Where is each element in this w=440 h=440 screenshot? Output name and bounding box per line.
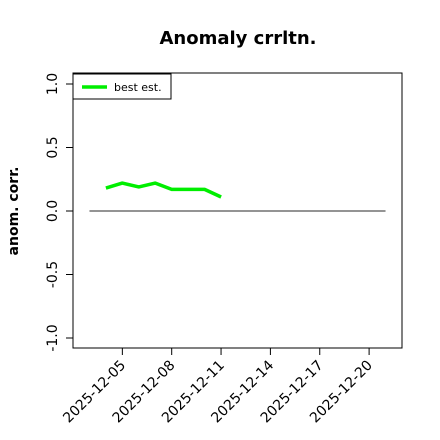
chart-title: Anomaly crrltn. <box>159 28 316 49</box>
legend-label: best est. <box>114 81 162 94</box>
y-tick-label: -0.5 <box>45 261 61 288</box>
series-line <box>105 181 222 199</box>
y-axis-label: anom. corr. <box>6 167 22 256</box>
x-axis: 2025-12-052025-12-082025-12-112025-12-14… <box>60 348 376 426</box>
y-tick-label: 0.5 <box>45 136 61 158</box>
y-tick-label: 0.0 <box>45 200 61 222</box>
y-tick-label: -1.0 <box>45 324 61 351</box>
legend: best est. <box>72 73 172 100</box>
series-layer <box>105 181 222 199</box>
y-axis: -1.0 -0.5 0.0 0.5 1.0 <box>45 73 73 352</box>
y-tick-label: 1.0 <box>45 73 61 95</box>
